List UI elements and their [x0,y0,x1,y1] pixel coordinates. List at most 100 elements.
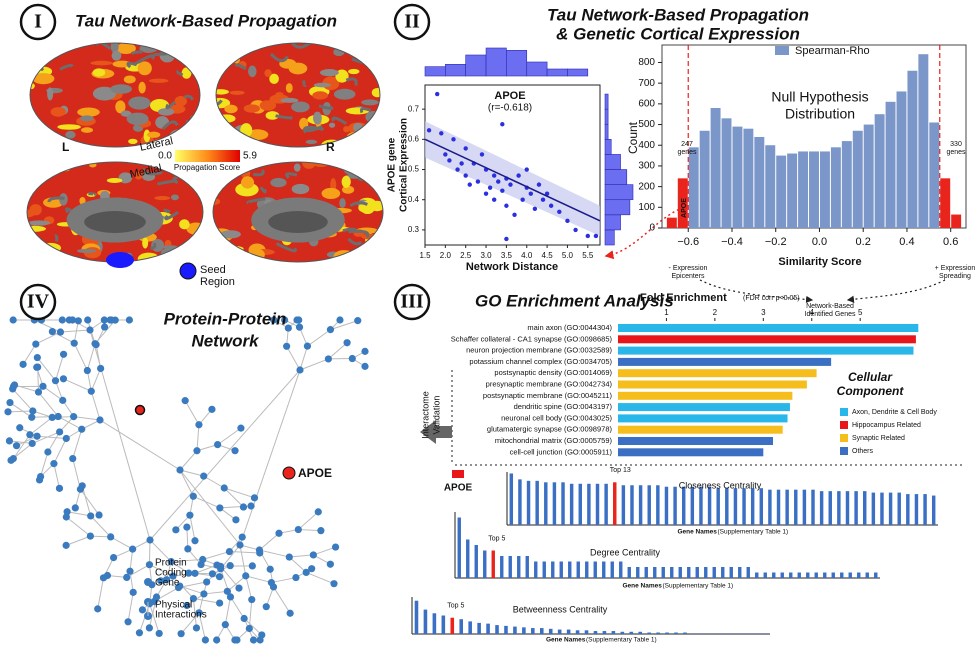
scatter-point [504,236,509,242]
marker-label: APOE [681,198,688,218]
gene-node [248,562,256,570]
gene-node [183,601,191,610]
x-axis-title: Gene Names [678,529,718,536]
edge [259,549,290,558]
centrality-bar [699,486,703,525]
gene-node [145,561,154,569]
gene-node [155,629,163,638]
gene-node [51,377,60,385]
network [4,316,369,644]
cortex-patch [110,84,132,94]
colorbar-title: Propagation Score [174,163,241,172]
centrality-bar [725,488,729,525]
cortex-patch [92,68,106,77]
marginal-bar [604,229,615,246]
gene-node [129,588,137,596]
centrality-bar [593,561,597,578]
panel-badge [19,3,57,41]
cortex-patch [319,69,339,77]
colorbar-label: 0.0 [158,151,172,162]
highlight-note: Top 13 [610,467,631,474]
cortex-patch [213,197,221,205]
cortex-patch [71,43,83,47]
gene-node [19,360,27,368]
centrality-bar [673,486,677,525]
category-label: glutamatergic synapse (GO:0098978) [487,425,613,434]
centrality-bar [522,627,526,634]
sulcus [27,244,38,254]
edge [224,487,255,499]
legend-label: Spearman-Rho [795,45,870,57]
gene-node [62,541,70,549]
cortex-patch [115,100,126,114]
panel-label: IV [27,291,50,313]
edge [110,536,133,550]
gene-node [223,587,231,595]
category-label: dendritic spine (GO:0043197) [514,402,613,411]
edge [57,416,82,430]
histogram-bar [688,147,699,228]
sulcus [163,208,171,214]
gene-node [63,508,71,516]
gene-node [169,572,177,580]
centrality-bar [584,630,589,634]
cortex-patch [224,104,238,114]
cortex-patch [53,162,65,169]
edge [149,564,174,577]
sulcus [252,169,265,177]
centrality-bar [692,633,696,634]
centrality-bar [687,567,691,578]
gene-node [48,413,56,422]
cortex-patch [147,131,161,138]
centrality-bar [802,489,807,525]
cortex-patch [148,78,169,83]
y-tick-label: 600 [638,99,655,110]
gene-node [146,536,154,544]
centrality-bar [602,631,607,634]
fit-band [425,121,600,236]
scatter-title: APOE [494,90,525,102]
bar [618,324,919,332]
edge [192,598,197,628]
marginal-bar [604,154,621,170]
centrality-bar [535,480,539,525]
histogram-bar [721,118,732,228]
sulcus [216,97,223,107]
centrality-bar [785,489,789,525]
gene-node [124,618,132,626]
cortex-patch [77,248,97,253]
panel-title: Tau Network-Based Propagation [75,11,337,30]
edge [90,391,101,421]
edge [313,546,336,556]
cortex-patch [27,247,36,258]
histogram-bar [863,124,874,228]
gene-node [238,533,246,541]
centrality-bar [575,630,580,634]
scatter-point [459,161,464,166]
gene-node [239,503,248,511]
cortex-patch [39,242,62,254]
centrality-bar [457,517,461,578]
gene-node [208,570,217,578]
centrality-bar [721,567,725,578]
edge [63,378,92,392]
gene-node [9,382,18,391]
centrality-bar [629,631,634,634]
edge [47,431,61,453]
sulcus [59,63,74,71]
gene-node [5,437,14,445]
gene-node [87,512,95,520]
scatter-point [524,167,529,172]
edge [229,551,260,554]
corpus [84,211,146,233]
centrality-bar [620,631,625,634]
marginal-bar [424,66,446,77]
edge [149,539,172,562]
edge [245,575,253,600]
gene-node [65,316,73,324]
gene-node [200,472,208,480]
cortex-patch [32,167,52,179]
gene-node [203,578,211,586]
x-tick-label: 4.0 [521,251,533,260]
centrality-bar [823,572,827,578]
